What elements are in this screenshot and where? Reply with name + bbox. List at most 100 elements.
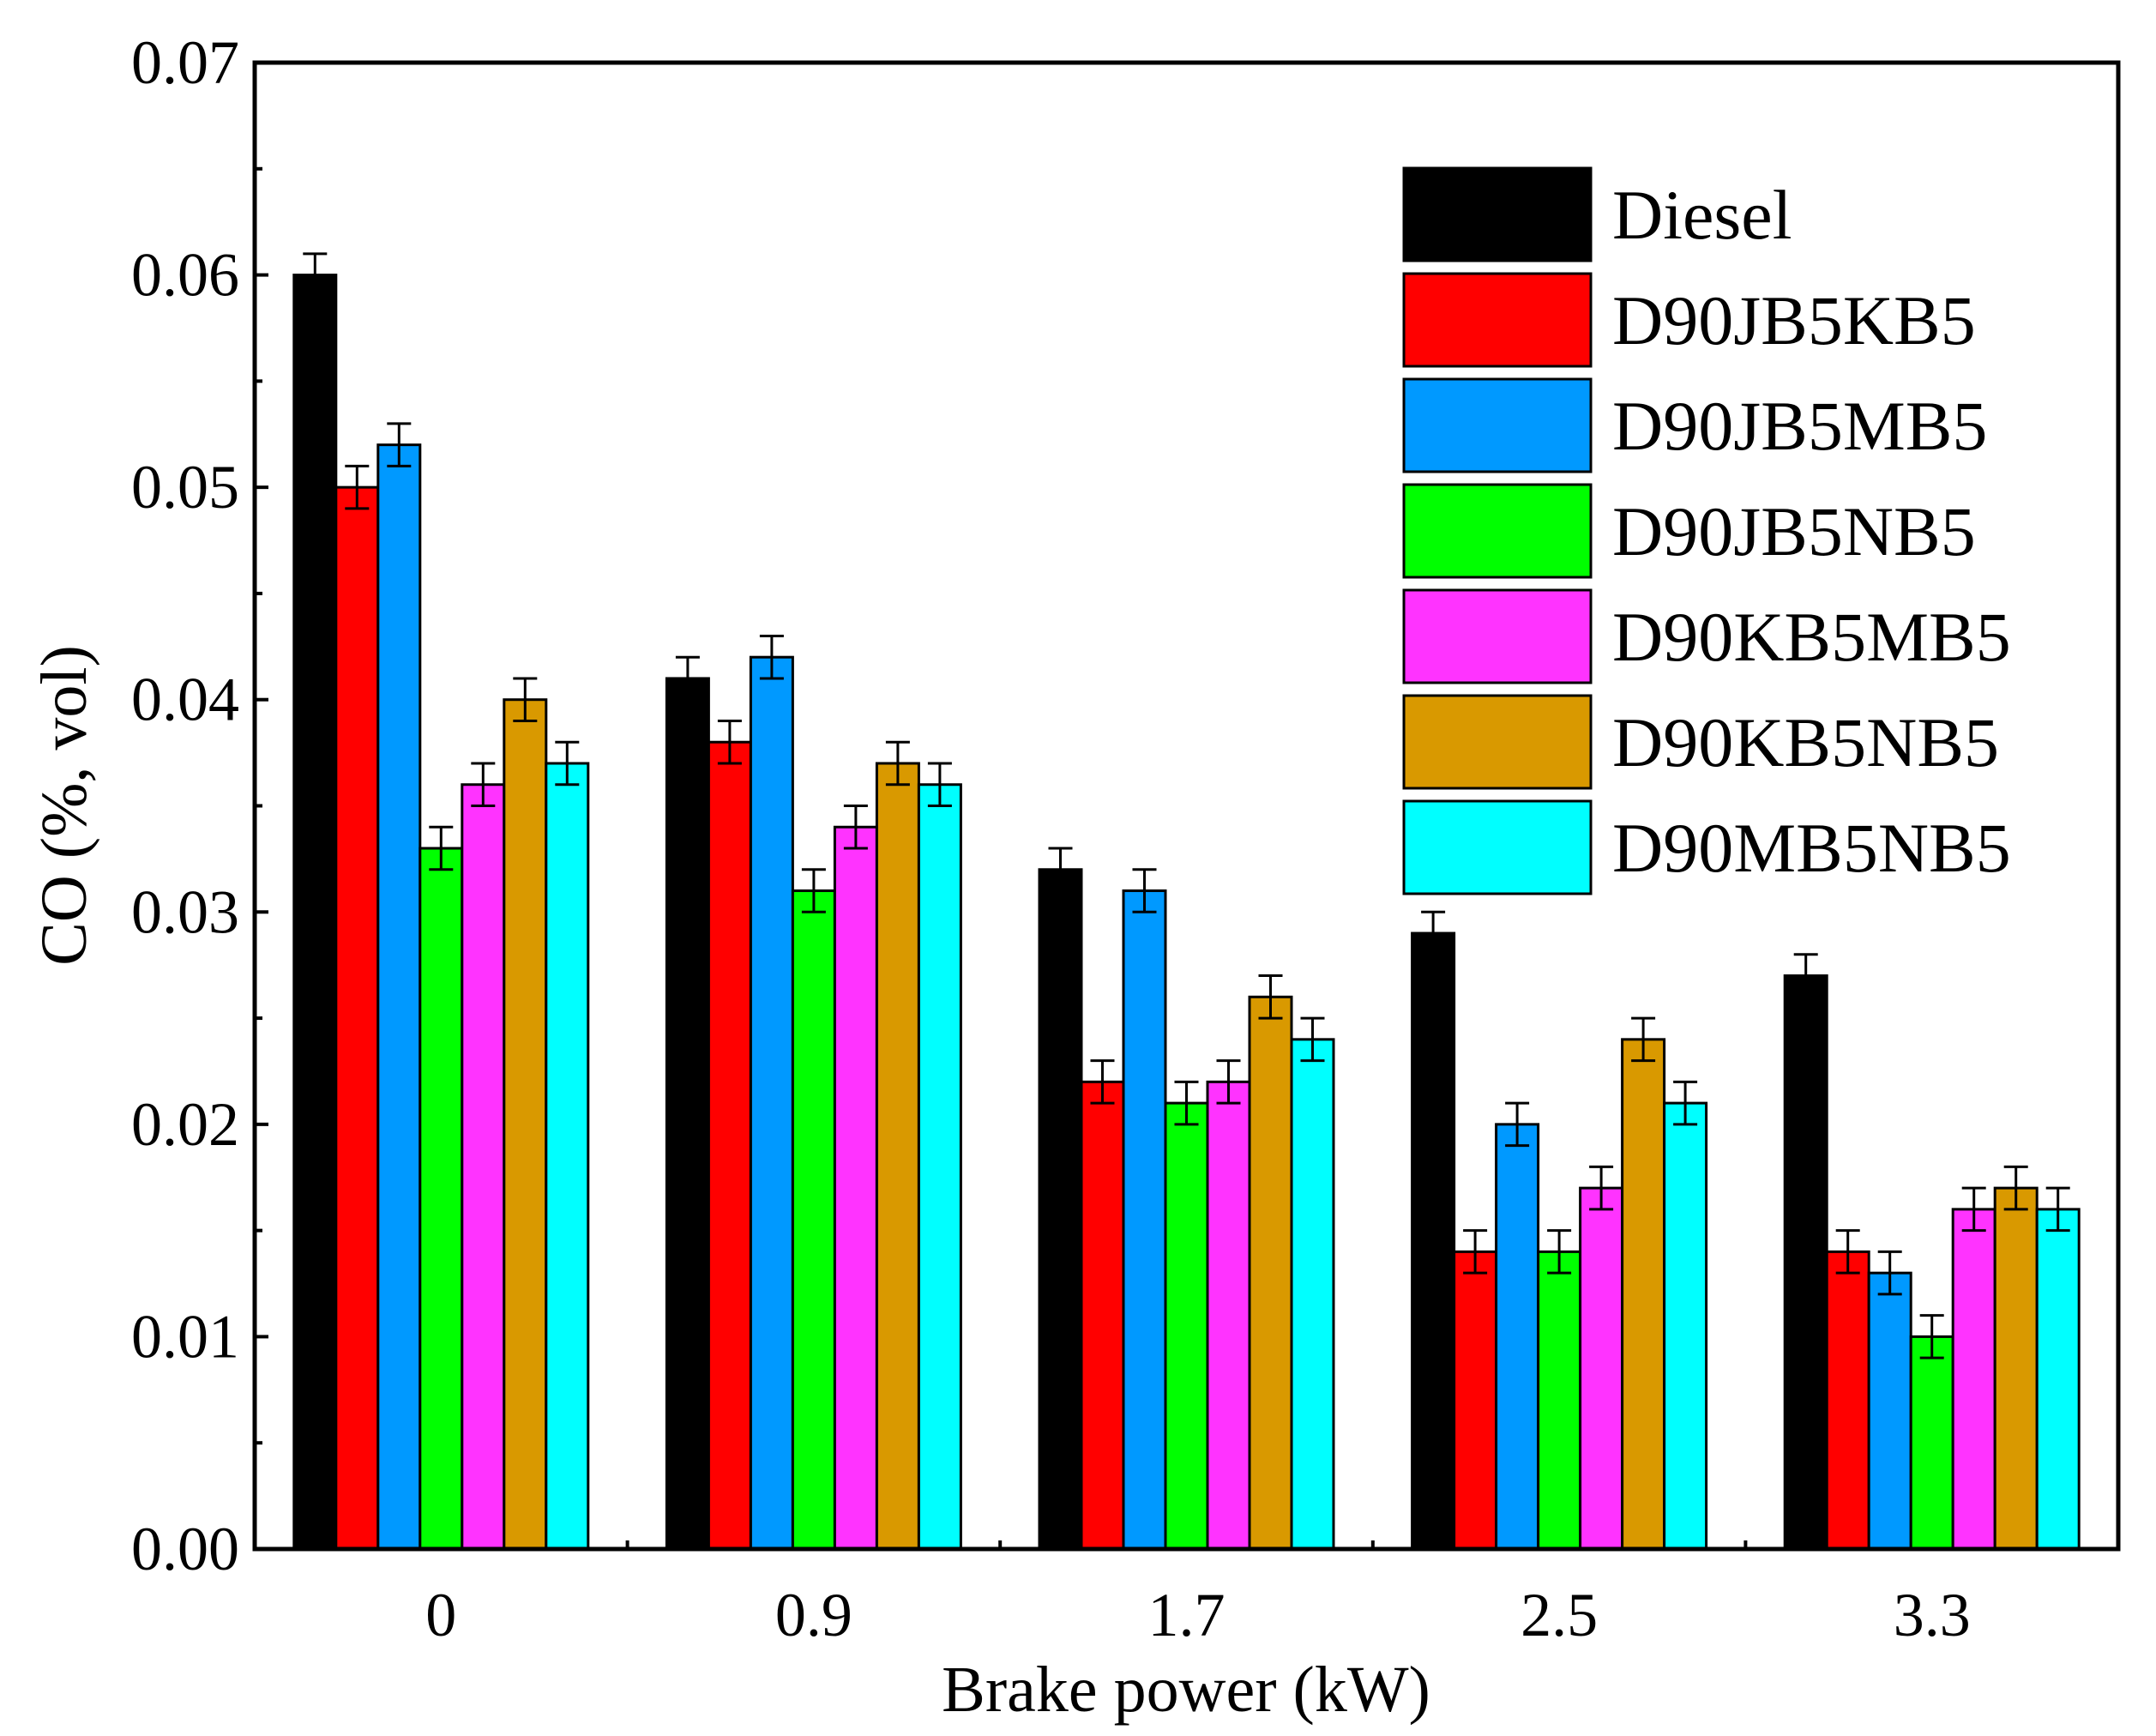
error-bar-d90mb5nb5-3 — [1673, 1080, 1698, 1126]
error-bar-d90jb5kb5-4 — [1835, 1229, 1860, 1275]
legend-swatch — [1402, 166, 1593, 262]
y-tick-label-5: 0.05 — [131, 453, 239, 521]
legend-item-d90kb5nb5: D90KB5NB5 — [1402, 694, 1999, 790]
bar-diesel-2 — [1038, 868, 1083, 1551]
bar-d90jb5nb5-0 — [419, 847, 464, 1551]
error-bar-d90kb5mb5-3 — [1589, 1165, 1614, 1211]
error-bar-d90jb5mb5-0 — [387, 422, 412, 467]
bar-d90jb5nb5-2 — [1164, 1101, 1209, 1551]
bar-d90kb5mb5-4 — [1951, 1208, 1996, 1551]
error-bar-d90jb5kb5-3 — [1463, 1229, 1488, 1275]
error-bar-d90kb5nb5-1 — [885, 740, 910, 787]
bar-d90kb5nb5-2 — [1248, 995, 1293, 1551]
bar-d90jb5nb5-3 — [1537, 1250, 1582, 1551]
bar-d90kb5nb5-4 — [1993, 1186, 2039, 1551]
y-tick-label-1: 0.01 — [131, 1302, 239, 1371]
error-bar-d90jb5nb5-0 — [429, 825, 454, 871]
error-bar-d90kb5mb5-2 — [1216, 1059, 1241, 1105]
bar-d90mb5nb5-3 — [1663, 1101, 1708, 1551]
error-bar-diesel-2 — [1048, 847, 1073, 893]
error-bar-d90jb5kb5-1 — [717, 719, 742, 765]
bar-d90kb5mb5-1 — [833, 825, 878, 1551]
x-tick-label-0: 0 — [425, 1581, 456, 1649]
bar-d90kb5nb5-1 — [875, 762, 920, 1551]
y-tick-label-0: 0.00 — [131, 1515, 239, 1583]
bar-d90mb5nb5-2 — [1290, 1038, 1335, 1551]
bar-diesel-0 — [292, 274, 338, 1551]
bar-d90jb5kb5-4 — [1825, 1250, 1870, 1551]
error-bar-diesel-0 — [303, 252, 328, 298]
legend-swatch — [1402, 799, 1593, 895]
error-bar-d90kb5mb5-4 — [1961, 1186, 1986, 1233]
x-axis: 0 0.9 1.7 2.5 3.3 — [425, 1540, 1971, 1649]
bar-d90jb5mb5-4 — [1867, 1271, 1912, 1551]
error-bar-d90jb5mb5-2 — [1132, 868, 1157, 913]
error-bar-d90kb5nb5-2 — [1258, 974, 1283, 1020]
legend-label: Diesel — [1612, 176, 1792, 254]
bar-diesel-4 — [1783, 974, 1828, 1551]
error-bar-d90jb5nb5-2 — [1174, 1080, 1199, 1126]
legend-item-d90jb5mb5: D90JB5MB5 — [1402, 377, 1987, 473]
legend-label: D90MB5NB5 — [1612, 809, 2011, 887]
error-bar-d90jb5mb5-3 — [1505, 1101, 1530, 1148]
bar-d90mb5nb5-1 — [917, 783, 962, 1551]
bar-d90jb5mb5-2 — [1122, 889, 1167, 1551]
legend-item-d90mb5nb5: D90MB5NB5 — [1402, 799, 2011, 895]
legend-item-d90jb5kb5: D90JB5KB5 — [1402, 272, 1976, 368]
bar-d90kb5nb5-3 — [1621, 1038, 1666, 1551]
error-bar-d90jb5kb5-2 — [1090, 1059, 1115, 1105]
bar-d90jb5nb5-4 — [1909, 1335, 1954, 1551]
y-axis-title: CO (%, vol) — [28, 645, 100, 966]
legend: Diesel D90JB5KB5 D90JB5MB5 D90JB5NB5 D90KB5M… — [1402, 166, 2011, 895]
bar-d90jb5mb5-0 — [376, 443, 422, 1551]
legend-label: D90JB5MB5 — [1612, 387, 1987, 465]
bar-d90mb5nb5-0 — [545, 762, 590, 1551]
y-tick-label-6: 0.06 — [131, 241, 239, 310]
legend-swatch — [1402, 483, 1593, 579]
y-tick-label-4: 0.04 — [131, 666, 239, 734]
bar-d90jb5kb5-2 — [1080, 1080, 1125, 1551]
y-tick-label-3: 0.03 — [131, 877, 239, 946]
legend-label: D90JB5KB5 — [1612, 281, 1976, 359]
bar-diesel-3 — [1411, 931, 1456, 1551]
legend-label: D90KB5MB5 — [1612, 598, 2011, 676]
error-bar-d90kb5mb5-0 — [471, 762, 496, 807]
error-bar-d90mb5nb5-4 — [2045, 1186, 2070, 1233]
error-bar-d90kb5mb5-1 — [843, 805, 868, 850]
legend-item-d90kb5mb5: D90KB5MB5 — [1402, 588, 2011, 684]
error-bar-diesel-4 — [1793, 953, 1818, 998]
legend-item-d90jb5nb5: D90JB5NB5 — [1402, 483, 1976, 579]
error-bar-d90jb5kb5-0 — [345, 464, 370, 510]
error-bar-d90mb5nb5-2 — [1300, 1016, 1325, 1063]
bar-d90mb5nb5-4 — [2035, 1208, 2081, 1551]
x-tick-label-3: 2.5 — [1521, 1581, 1598, 1649]
bar-d90jb5mb5-1 — [749, 655, 794, 1551]
bar-d90jb5kb5-3 — [1453, 1250, 1498, 1551]
y-axis: 0.00 0.01 0.02 0.03 0.04 0.05 0.06 0.07 — [131, 28, 268, 1583]
x-tick-label-2: 1.7 — [1148, 1581, 1226, 1649]
y-tick-label-7: 0.07 — [131, 28, 239, 97]
bar-d90jb5kb5-0 — [334, 485, 380, 1551]
error-bar-diesel-3 — [1421, 910, 1446, 956]
bar-d90jb5nb5-1 — [791, 889, 836, 1551]
y-tick-label-2: 0.02 — [131, 1090, 239, 1159]
x-tick-label-4: 3.3 — [1894, 1581, 1971, 1649]
bar-d90kb5mb5-0 — [461, 783, 506, 1551]
legend-swatch — [1402, 377, 1593, 473]
bar-d90jb5mb5-3 — [1495, 1123, 1540, 1551]
x-axis-title: Brake power (kW) — [942, 1654, 1430, 1726]
error-bar-d90mb5nb5-0 — [555, 740, 580, 787]
error-bar-d90kb5nb5-3 — [1631, 1016, 1656, 1063]
error-bar-d90jb5mb5-1 — [759, 634, 784, 680]
bars-layer — [292, 274, 2081, 1551]
legend-swatch — [1402, 588, 1593, 684]
bar-d90kb5mb5-2 — [1206, 1080, 1251, 1551]
error-bars-layer — [303, 252, 2070, 1359]
error-bar-d90jb5mb5-4 — [1877, 1250, 1902, 1296]
error-bar-d90jb5nb5-4 — [1919, 1314, 1944, 1359]
legend-item-diesel: Diesel — [1402, 166, 1792, 262]
error-bar-d90jb5nb5-1 — [801, 868, 826, 913]
error-bar-d90kb5nb5-0 — [513, 677, 538, 722]
legend-swatch — [1402, 694, 1593, 790]
error-bar-diesel-1 — [675, 655, 700, 702]
